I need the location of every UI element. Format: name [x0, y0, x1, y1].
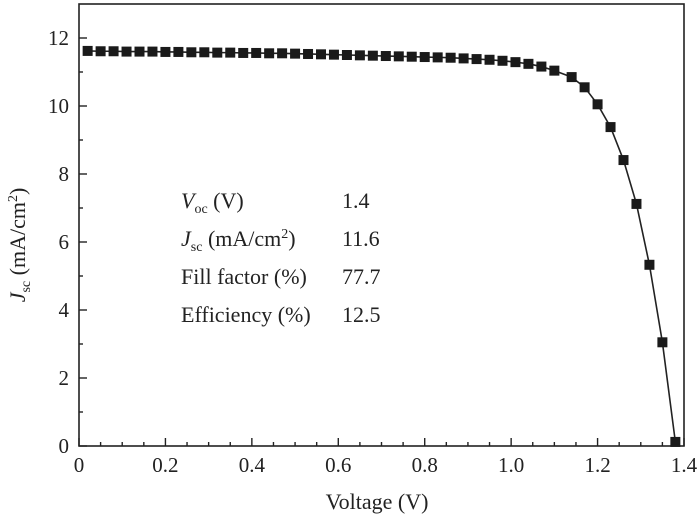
annotation-value: 11.6 [342, 226, 380, 251]
data-point [419, 52, 430, 63]
data-point [303, 48, 314, 59]
data-point [225, 47, 236, 58]
data-point [82, 45, 93, 56]
data-point [523, 58, 534, 69]
data-point [160, 46, 171, 57]
data-point [277, 48, 288, 59]
data-point [393, 51, 404, 62]
x-axis: 0 0.2 0.4 0.6 0.8 1.0 1.2 1.4 [74, 438, 698, 477]
data-point [108, 46, 119, 57]
data-point [644, 259, 655, 270]
plot-frame [78, 3, 685, 447]
annotation-label: Efficiency (%) [181, 302, 311, 327]
annotation-symbol: J [181, 226, 192, 251]
x-tick-label: 0.4 [239, 453, 266, 477]
annotation-sub: sc [191, 240, 203, 255]
data-point [199, 47, 210, 58]
y-tick-label: 10 [48, 94, 69, 118]
y-tick-label: 8 [59, 162, 70, 186]
annotation-label: Jsc (mA/cm2) [181, 226, 296, 255]
x-tick-label: 0.8 [412, 453, 438, 477]
y-tick-label: 0 [59, 434, 70, 458]
x-tick-label: 0.2 [152, 453, 178, 477]
data-point [510, 57, 521, 68]
data-point [186, 47, 197, 58]
data-point [95, 46, 106, 57]
x-tick-label: 1.2 [584, 453, 610, 477]
data-point [147, 46, 158, 57]
data-point [484, 54, 495, 65]
data-point [354, 50, 365, 61]
data-point [618, 155, 629, 166]
data-point [341, 50, 352, 60]
y-axis-title-sub: sc [19, 281, 34, 293]
y-axis-title-sup: 2 [6, 195, 21, 202]
data-point [566, 72, 577, 83]
y-tick-label: 4 [59, 298, 70, 322]
data-point [290, 48, 301, 59]
data-point [328, 49, 339, 60]
annotation-sub: oc [194, 202, 207, 217]
annotation-label: Fill factor (%) [181, 264, 307, 289]
x-tick-label: 1.4 [671, 453, 698, 477]
series-layer [82, 45, 681, 447]
annotation-unit: (V) [208, 188, 244, 213]
annotation-close: ) [288, 226, 295, 251]
annotation-symbol: V [181, 188, 197, 213]
data-point [670, 436, 681, 447]
annotation-value: 1.4 [342, 188, 370, 213]
annotation-table: Voc (V) 1.4 Jsc (mA/cm2) 11.6 Fill factor (%… [181, 188, 381, 327]
annotation-value: 12.5 [342, 302, 381, 327]
x-axis-title: Voltage (V) [326, 489, 429, 514]
y-axis-title: Jsc (mA/cm2) [5, 188, 34, 303]
data-point [238, 47, 249, 58]
data-point [173, 46, 184, 57]
data-point [432, 52, 443, 63]
data-point [592, 99, 603, 110]
data-point [316, 49, 326, 60]
data-point [497, 55, 508, 66]
data-point [121, 46, 132, 57]
data-point [579, 82, 590, 93]
series-line [87, 50, 677, 443]
y-axis-title-close: ) [5, 188, 30, 195]
data-point [406, 51, 417, 62]
data-point [251, 47, 262, 58]
data-point [471, 54, 482, 65]
data-point [605, 122, 616, 133]
x-tick-label: 1.0 [498, 453, 524, 477]
y-tick-label: 12 [48, 26, 69, 50]
x-tick-label: 0 [74, 453, 85, 477]
y-tick-label: 2 [59, 366, 70, 390]
plot-area [78, 3, 685, 447]
data-point [657, 337, 668, 348]
annotation-value: 77.7 [342, 264, 381, 289]
x-tick-label: 0.6 [325, 453, 351, 477]
data-point [380, 51, 391, 62]
data-point [367, 50, 378, 61]
annotation-sup: 2 [281, 227, 288, 242]
data-point [631, 198, 642, 209]
y-tick-label: 6 [59, 230, 70, 254]
y-axis-title-symbol: J [5, 291, 30, 302]
data-point [212, 47, 223, 58]
data-point [549, 65, 560, 76]
annotation-label: Voc (V) [181, 188, 244, 217]
data-point [264, 48, 275, 59]
data-point [536, 61, 547, 72]
data-point [445, 52, 456, 63]
annotation-unit: (mA/cm [202, 226, 281, 251]
y-axis: 0 2 4 6 8 10 12 [48, 26, 87, 458]
data-point [134, 46, 145, 57]
data-point [458, 53, 469, 64]
y-axis-title-unit: (mA/cm [5, 202, 30, 281]
